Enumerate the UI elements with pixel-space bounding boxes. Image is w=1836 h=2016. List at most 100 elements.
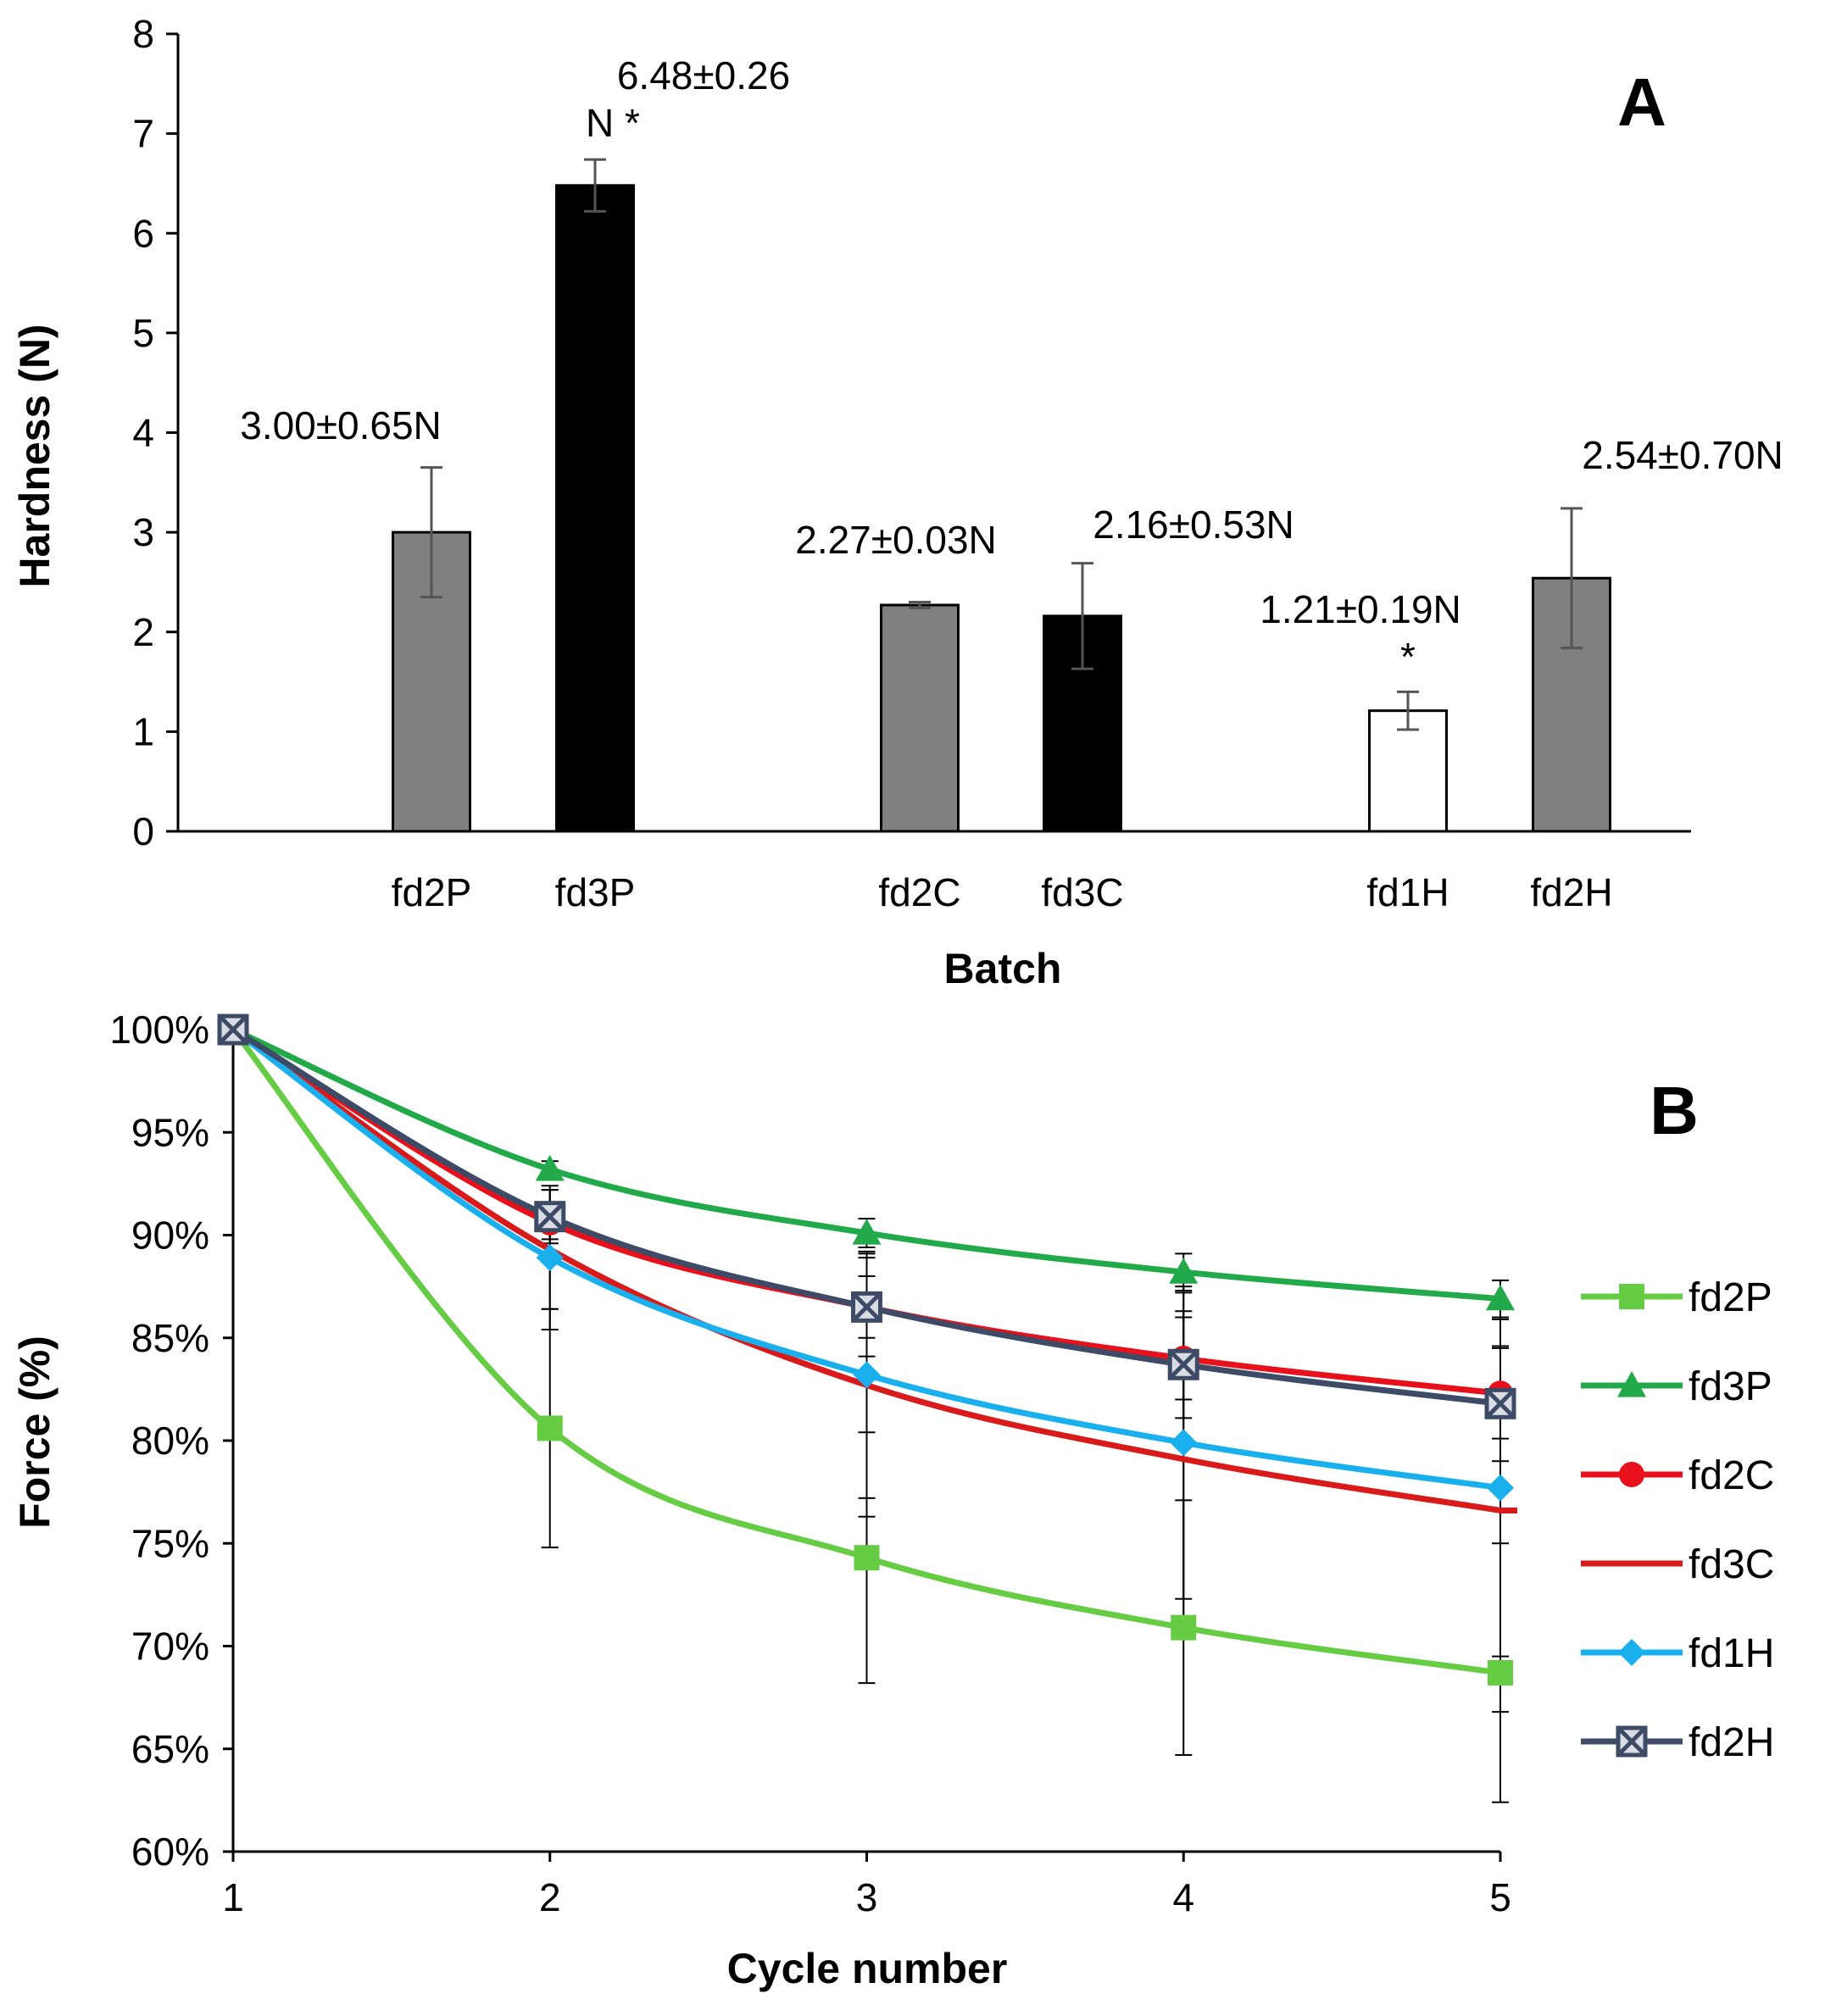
hardness-bar-chart: 0 1 2 3 4 5 6 7 8 fd2P fd3P fd2C fd3C fd1H fd2H 3.00±…	[11, 12, 1783, 992]
b-x-tick-label: 2	[539, 1875, 561, 1919]
value-label-line: N *	[586, 101, 640, 145]
panel-label-b: B	[1650, 1073, 1699, 1148]
a-y-tick-label: 8	[132, 12, 154, 56]
b-x-axis-title: Cycle number	[727, 1945, 1008, 1992]
a-y-tick-label: 1	[132, 709, 154, 753]
value-label-line: *	[1400, 635, 1416, 679]
a-x-tick-labels: fd2P fd3P fd2C fd3C fd1H fd2H	[392, 870, 1613, 914]
legend-marker-fd2C	[1619, 1462, 1644, 1487]
point-fd2H-x2	[534, 1201, 565, 1232]
value-label-line: 1.21±0.19N	[1260, 587, 1461, 631]
point-fd2P	[854, 1545, 880, 1571]
bar-fd2C	[880, 603, 960, 833]
b-y-tick-label: 75%	[131, 1521, 209, 1565]
b-y-tick-label: 95%	[131, 1110, 209, 1154]
point-fd3P	[535, 1154, 565, 1181]
a-y-axis-title: Hardness (N)	[11, 324, 58, 587]
point-fd2H-x2	[1485, 1388, 1516, 1419]
legend-item-fd3P: fd3P	[1581, 1364, 1772, 1409]
point-fd2H-x2	[218, 1014, 248, 1045]
a-axes	[176, 34, 1691, 833]
point-fd2H-x2	[851, 1291, 882, 1323]
a-y-tick-label: 4	[132, 411, 154, 455]
legend-label-fd2C: fd2C	[1689, 1453, 1774, 1498]
point-fd3P	[1486, 1284, 1515, 1311]
point-fd2P	[1488, 1660, 1513, 1686]
value-label-fd2P: 3.00±0.65N	[240, 403, 442, 447]
legend-marker-fd2H-x2	[1616, 1726, 1647, 1757]
legend-marker-fd3P	[1617, 1371, 1646, 1397]
point-fd1H	[1170, 1429, 1198, 1457]
value-label-line: 3.00±0.65N	[240, 403, 442, 447]
legend-label-fd2P: fd2P	[1689, 1275, 1772, 1320]
b-y-tick-label: 85%	[131, 1316, 209, 1360]
legend-item-fd2C: fd2C	[1581, 1453, 1774, 1498]
b-y-tick-label: 100%	[109, 1008, 209, 1052]
a-y-tick-label: 0	[132, 809, 154, 853]
x-tick-fd2H: fd2H	[1530, 870, 1612, 914]
value-label-line: 2.27±0.03N	[795, 518, 997, 562]
legend-label-fd3C: fd3C	[1689, 1542, 1774, 1587]
value-label-fd2C: 2.27±0.03N	[795, 518, 997, 562]
a-error-bars	[420, 158, 1583, 731]
point-fd1H	[536, 1244, 564, 1272]
point-fd2P	[537, 1415, 563, 1441]
a-y-tick-label: 3	[132, 510, 154, 554]
b-series-markers	[217, 1014, 1516, 1686]
x-tick-fd1H: fd1H	[1366, 870, 1449, 914]
b-x-tick-label: 5	[1489, 1875, 1511, 1919]
b-x-tick-label: 4	[1172, 1875, 1194, 1919]
legend-item-fd2P: fd2P	[1581, 1275, 1772, 1320]
b-y-tick-label: 80%	[131, 1419, 209, 1463]
line-fd3C	[231, 1027, 1517, 1513]
b-legend: fd2P fd3P fd2C fd3C fd1H fd2H	[1581, 1275, 1774, 1765]
b-y-axis-title: Force (%)	[11, 1336, 58, 1529]
legend-label-fd3P: fd3P	[1689, 1364, 1772, 1409]
legend-item-fd3C: fd3C	[1581, 1542, 1774, 1587]
a-bars	[392, 184, 1611, 833]
point-fd3P	[1169, 1258, 1199, 1284]
point-fd2P	[1171, 1614, 1197, 1641]
point-fd2H	[217, 1014, 249, 1046]
value-label-fd3C: 2.16±0.53N	[1093, 503, 1294, 547]
point-fd1H	[853, 1361, 881, 1389]
x-tick-fd2C: fd2C	[878, 870, 960, 914]
legend-item-fd1H: fd1H	[1581, 1631, 1774, 1676]
b-y-tick-label: 60%	[131, 1830, 209, 1874]
a-y-ticks: 0 1 2 3 4 5 6 7 8	[132, 12, 178, 853]
b-x-tick-labels: 1 2 3 4 5	[222, 1852, 1511, 1919]
x-tick-fd3P: fd3P	[555, 870, 636, 914]
point-fd2H	[1167, 1348, 1199, 1380]
value-label-line: 2.16±0.53N	[1093, 503, 1294, 547]
legend-marker-fd2H	[1616, 1725, 1648, 1758]
b-y-tick-label: 65%	[131, 1727, 209, 1771]
value-label-fd3P: 6.48±0.26 N *	[586, 53, 790, 145]
a-y-tick-label: 5	[132, 311, 154, 355]
b-series-lines	[231, 1026, 1517, 1676]
line-fd2P	[231, 1027, 1501, 1676]
b-y-ticks: 60% 65% 70% 75% 80% 85% 90% 95% 100%	[109, 1008, 233, 1874]
legend-item-fd2H: fd2H	[1581, 1720, 1774, 1765]
a-value-annotations: 3.00±0.65N 6.48±0.26 N * 2.27±0.03N 2.16±0.5…	[240, 53, 1783, 679]
a-x-axis-title: Batch	[944, 945, 1062, 992]
b-y-tick-label: 90%	[131, 1213, 209, 1258]
point-fd2H-x2	[1168, 1349, 1199, 1380]
point-fd2H	[851, 1291, 882, 1323]
b-x-tick-label: 1	[222, 1875, 244, 1919]
b-y-tick-label: 70%	[131, 1624, 209, 1669]
legend-label-fd2H: fd2H	[1689, 1720, 1774, 1765]
point-fd1H	[1487, 1474, 1514, 1502]
bar-fd3P	[555, 184, 635, 833]
a-y-tick-label: 7	[132, 112, 154, 156]
value-label-fd2H: 2.54±0.70N	[1582, 433, 1783, 477]
value-label-fd1H: 1.21±0.19N *	[1260, 587, 1461, 679]
legend-label-fd1H: fd1H	[1689, 1631, 1774, 1676]
legend-marker-fd1H	[1618, 1639, 1645, 1666]
a-y-tick-label: 2	[132, 610, 154, 654]
value-label-line: 6.48±0.26	[617, 53, 790, 97]
value-label-line: 2.54±0.70N	[1582, 433, 1783, 477]
b-x-tick-label: 3	[856, 1875, 878, 1919]
point-fd2H	[534, 1201, 566, 1233]
x-tick-fd3C: fd3C	[1041, 870, 1123, 914]
